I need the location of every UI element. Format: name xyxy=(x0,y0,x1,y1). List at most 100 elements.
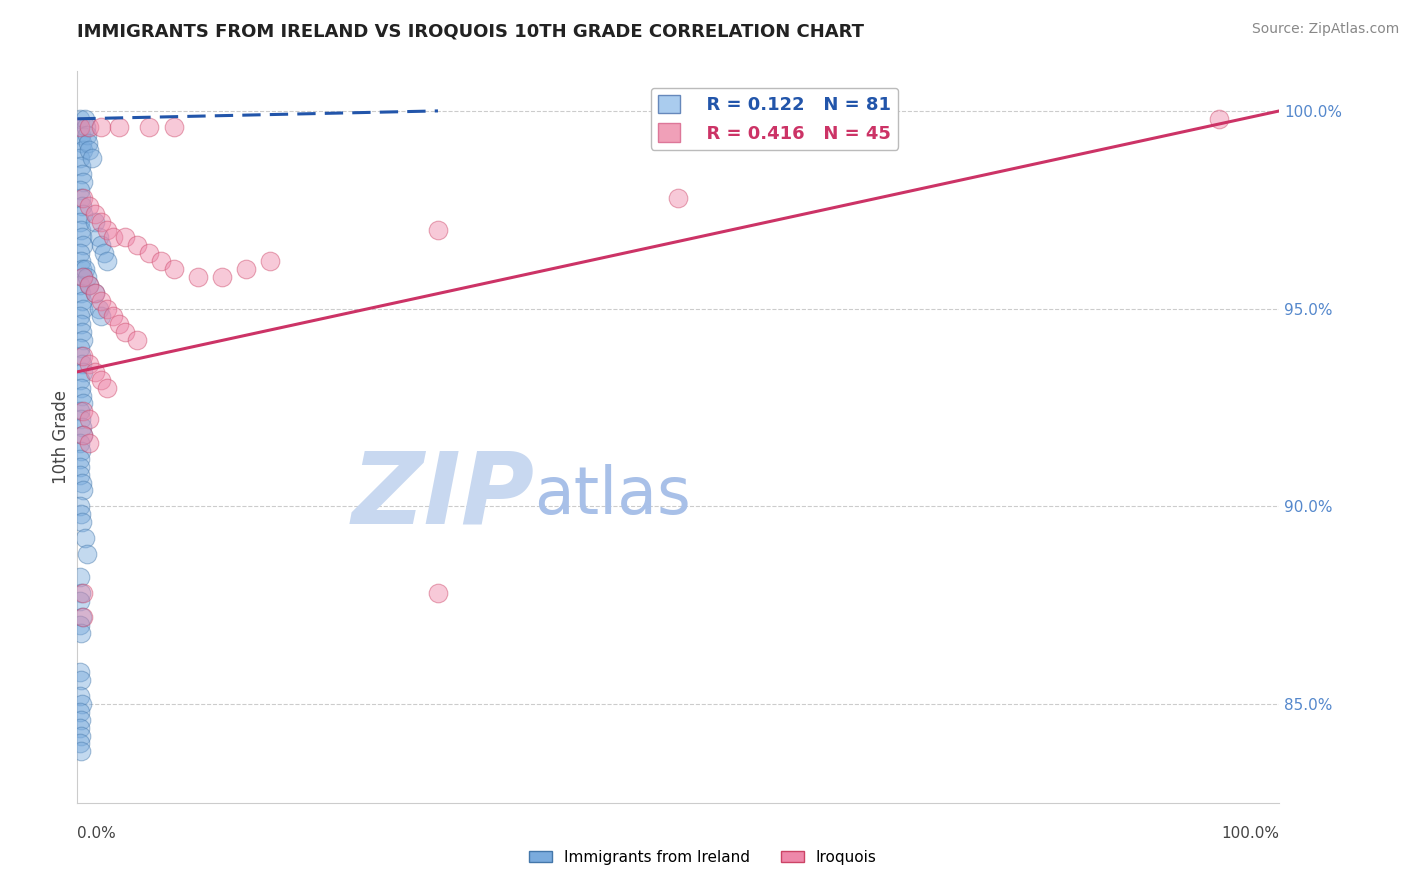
Point xyxy=(69,404,91,418)
Point xyxy=(70,673,93,688)
Point xyxy=(69,467,91,482)
Point xyxy=(73,262,96,277)
Point xyxy=(77,136,100,150)
Point xyxy=(70,412,93,426)
Point xyxy=(72,349,94,363)
Point xyxy=(79,199,101,213)
Point xyxy=(114,326,136,340)
Point xyxy=(70,222,93,236)
Point xyxy=(79,436,101,450)
Point xyxy=(79,120,101,134)
Point xyxy=(70,586,93,600)
Point xyxy=(70,444,93,458)
Point xyxy=(90,214,112,228)
Point xyxy=(72,191,94,205)
Point xyxy=(69,120,91,134)
Point xyxy=(70,697,93,711)
Point xyxy=(73,531,96,545)
Point xyxy=(70,159,93,173)
Point xyxy=(668,191,690,205)
Point xyxy=(69,570,91,584)
Point xyxy=(108,120,131,134)
Point xyxy=(427,222,450,236)
Point xyxy=(72,269,94,284)
Point xyxy=(90,310,112,324)
Point xyxy=(72,144,94,158)
Point xyxy=(108,318,131,332)
Point xyxy=(187,269,209,284)
Point xyxy=(70,507,93,521)
Point xyxy=(70,318,93,332)
Point xyxy=(72,175,94,189)
Point xyxy=(70,357,93,371)
Point xyxy=(72,301,94,316)
Point xyxy=(69,721,91,735)
Text: ZIP: ZIP xyxy=(352,447,534,544)
Text: Source: ZipAtlas.com: Source: ZipAtlas.com xyxy=(1251,22,1399,37)
Point xyxy=(72,333,94,347)
Point xyxy=(76,128,98,142)
Point xyxy=(75,120,97,134)
Point xyxy=(138,120,160,134)
Point xyxy=(70,420,93,434)
Point xyxy=(84,214,107,228)
Point xyxy=(70,230,93,244)
Point xyxy=(70,475,93,490)
Point xyxy=(70,381,93,395)
Point xyxy=(69,436,91,450)
Point xyxy=(79,277,101,292)
Point xyxy=(96,254,118,268)
Point xyxy=(69,689,91,703)
Point xyxy=(73,112,96,126)
Point xyxy=(138,246,160,260)
Point xyxy=(90,293,112,308)
Point xyxy=(70,293,93,308)
Point xyxy=(70,285,93,300)
Point xyxy=(90,238,112,252)
Point xyxy=(70,515,93,529)
Point xyxy=(150,254,173,268)
Point xyxy=(72,269,94,284)
Point xyxy=(127,238,149,252)
Point xyxy=(69,152,91,166)
Point xyxy=(70,128,93,142)
Y-axis label: 10th Grade: 10th Grade xyxy=(52,390,70,484)
Point xyxy=(70,167,93,181)
Text: 0.0%: 0.0% xyxy=(77,827,117,841)
Point xyxy=(80,152,103,166)
Point xyxy=(114,230,136,244)
Point xyxy=(70,388,93,402)
Point xyxy=(70,136,93,150)
Point xyxy=(76,269,98,284)
Point xyxy=(1208,112,1230,126)
Point xyxy=(93,246,115,260)
Point xyxy=(72,404,94,418)
Point xyxy=(162,262,184,277)
Point xyxy=(70,349,93,363)
Point xyxy=(69,618,91,632)
Point xyxy=(70,199,93,213)
Legend: Immigrants from Ireland, Iroquois: Immigrants from Ireland, Iroquois xyxy=(523,844,883,871)
Point xyxy=(84,285,107,300)
Text: IMMIGRANTS FROM IRELAND VS IROQUOIS 10TH GRADE CORRELATION CHART: IMMIGRANTS FROM IRELAND VS IROQUOIS 10TH… xyxy=(77,22,865,40)
Point xyxy=(69,500,91,514)
Point xyxy=(69,310,91,324)
Point xyxy=(69,214,91,228)
Point xyxy=(90,120,112,134)
Point xyxy=(72,238,94,252)
Point xyxy=(84,207,107,221)
Point xyxy=(69,246,91,260)
Point xyxy=(70,326,93,340)
Point xyxy=(72,586,94,600)
Point xyxy=(70,744,93,758)
Point xyxy=(72,483,94,498)
Point xyxy=(69,277,91,292)
Point xyxy=(427,586,450,600)
Point xyxy=(162,120,184,134)
Point xyxy=(259,254,281,268)
Point xyxy=(96,381,118,395)
Point xyxy=(103,310,125,324)
Point xyxy=(79,277,101,292)
Point xyxy=(70,625,93,640)
Point xyxy=(79,357,101,371)
